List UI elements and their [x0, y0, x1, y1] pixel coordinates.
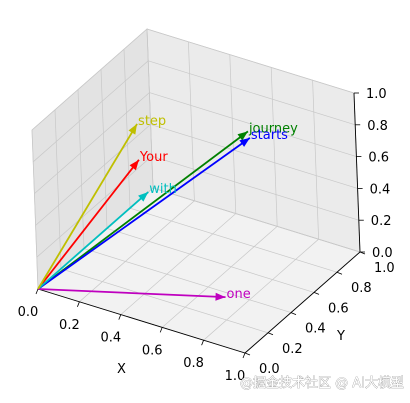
vector-arrowhead	[237, 131, 248, 141]
vector-arrowhead	[128, 123, 137, 135]
y-tick-label: 0.8	[351, 281, 372, 296]
z-tick-label: 1.0	[366, 87, 387, 102]
z-tick-label: 0.0	[372, 246, 393, 261]
y-tick-label: 0.0	[259, 362, 280, 377]
grid-line	[149, 92, 357, 157]
y-tick	[313, 292, 320, 295]
z-tick-label: 0.6	[368, 151, 389, 166]
vector-label: one	[227, 287, 251, 302]
x-tick-label: 0.2	[59, 318, 80, 333]
grid-line	[60, 268, 269, 334]
z-tick-label: 0.4	[370, 182, 391, 197]
grid-line	[312, 80, 319, 240]
vector-shaft	[37, 130, 249, 290]
grid-line	[31, 28, 148, 131]
grid-line	[146, 28, 154, 189]
grid-line	[152, 187, 361, 253]
grid-line	[229, 54, 237, 214]
x-tick-label: 1.0	[225, 369, 246, 384]
vector-arrowhead	[129, 159, 139, 171]
y-axis-label: Y	[336, 329, 345, 344]
axes-panes	[31, 28, 361, 354]
vector-journey: journey	[37, 121, 298, 290]
grid-line	[32, 60, 149, 163]
x-tick	[159, 327, 163, 333]
x-axis-label: X	[117, 362, 126, 377]
vector-with: with	[37, 182, 177, 290]
vector-label: step	[138, 114, 166, 129]
x-tick	[77, 301, 80, 307]
grid-line	[270, 67, 278, 227]
vector-arrowhead	[215, 292, 226, 301]
grid-line	[77, 89, 85, 249]
grid-lines	[31, 28, 361, 354]
vector-arrowhead	[138, 192, 149, 202]
y-tick	[244, 352, 251, 356]
grid-line	[161, 226, 278, 328]
x-tick	[118, 314, 122, 320]
grid-line	[36, 155, 153, 258]
y-tick-label: 0.6	[328, 301, 349, 316]
grid-line	[148, 60, 356, 126]
x-tick	[201, 340, 204, 346]
grid-line	[146, 28, 355, 94]
grid-line	[83, 248, 292, 313]
grid-line	[34, 92, 150, 194]
grid-line	[35, 124, 151, 226]
grid-line	[203, 238, 319, 341]
vector-label: with	[149, 182, 177, 197]
grid-line	[79, 200, 195, 303]
grid-line	[129, 207, 338, 273]
grid-line	[188, 41, 195, 201]
x-tick	[35, 288, 39, 295]
tick-labels: 0.00.20.40.60.81.0 0.00.20.40.60.81.00.00…	[18, 87, 395, 384]
x-tick-label: 0.6	[142, 343, 163, 358]
grid-line	[120, 213, 237, 315]
z-tick-label: 0.8	[367, 119, 388, 134]
grid-line	[123, 49, 131, 209]
y-tick-label: 0.2	[282, 342, 303, 357]
vector-shaft	[37, 159, 140, 290]
x-tick-label: 0.8	[183, 356, 204, 371]
y-tick-label: 1.0	[374, 261, 395, 276]
y-tick	[290, 312, 297, 315]
vector-step: step	[37, 114, 166, 290]
grid-line	[106, 228, 315, 293]
x-axis-line	[37, 288, 246, 354]
vector-label: Your	[139, 150, 168, 165]
vector-shaft	[37, 123, 138, 290]
vector-shaft	[37, 137, 251, 290]
y-axis-line	[244, 251, 361, 354]
x-tick-label: 0.4	[100, 331, 121, 346]
vector-shaft	[37, 288, 226, 299]
vector-arrowhead	[239, 137, 250, 147]
watermark-text: @掘金技术社区 @ AI大模型	[240, 375, 404, 391]
x-tick-label: 0.0	[18, 305, 39, 320]
vector-one: one	[37, 287, 251, 302]
vector-label: journey	[248, 121, 298, 136]
y-tick	[336, 271, 343, 275]
vector-your: Your	[37, 150, 168, 290]
y-tick	[267, 332, 274, 336]
z-tick-label: 0.2	[371, 214, 392, 229]
grid-line	[150, 124, 358, 189]
grid-line	[31, 129, 39, 290]
grid-line	[151, 155, 359, 221]
y-tick-label: 0.4	[305, 322, 326, 337]
vector-shaft	[37, 191, 149, 290]
vector-starts: starts	[37, 128, 288, 290]
vector-label: starts	[251, 128, 288, 143]
z-axis-line	[353, 92, 361, 253]
grid-line	[54, 109, 62, 269]
x-tick	[242, 352, 246, 359]
